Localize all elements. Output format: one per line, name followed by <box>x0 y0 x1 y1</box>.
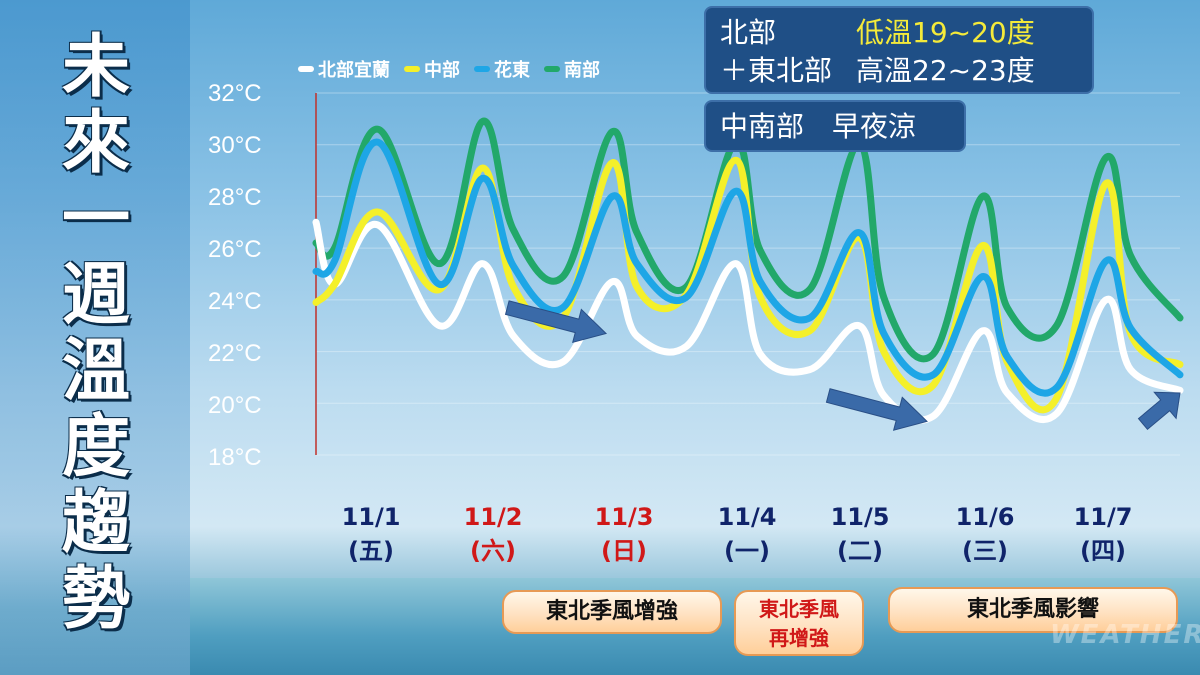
y-tick-label: 30°C <box>208 132 262 159</box>
x-label-date: 11/1 <box>341 503 401 531</box>
x-label-date: 11/6 <box>955 503 1015 531</box>
northeast-row: ＋東北部 高溫22~23度 <box>720 52 1078 90</box>
y-tick-label: 20°C <box>208 392 262 419</box>
y-tick-label: 32°C <box>208 80 262 107</box>
x-label-weekday: (六) <box>470 537 516 565</box>
x-label-date: 11/3 <box>594 503 654 531</box>
note-line: 東北季風 <box>759 597 839 621</box>
x-label-11-7: 11/7 (四) <box>1058 500 1148 568</box>
low-temp-text: 低溫19~20度 <box>856 16 1035 49</box>
legend-item: 花東 <box>474 56 530 82</box>
central-south-label: 中南部 <box>720 110 805 143</box>
note-line: 再增強 <box>769 626 829 650</box>
north-row: 北部 低溫19~20度 <box>720 14 1078 52</box>
x-label-weekday: (二) <box>837 537 883 565</box>
title-char: 勢 <box>61 560 130 639</box>
title-char: 溫 <box>61 332 130 411</box>
x-label-date: 11/5 <box>830 503 890 531</box>
legend-label: 北部宜蘭 <box>318 60 390 81</box>
legend-label: 南部 <box>564 60 600 81</box>
x-label-weekday: (日) <box>601 537 647 565</box>
central-south-box: 中南部 早夜涼 <box>704 100 966 152</box>
legend-swatch <box>298 66 314 72</box>
x-label-weekday: (五) <box>348 537 394 565</box>
y-tick-label: 22°C <box>208 340 262 367</box>
title-char: 未 <box>61 28 130 107</box>
series-huadong-line <box>312 138 1184 397</box>
x-label-11-4: 11/4 (一) <box>702 500 792 568</box>
x-label-11-3: 11/3 (日) <box>579 500 669 568</box>
title-char: 一 <box>61 180 130 259</box>
legend-label: 花東 <box>494 60 530 81</box>
series-south-line <box>312 117 1184 363</box>
x-label-weekday: (四) <box>1080 537 1126 565</box>
legend-item: 南部 <box>544 56 600 82</box>
trend-arrow <box>1137 391 1181 431</box>
left-panel <box>0 0 190 675</box>
north-temperature-box: 北部 低溫19~20度 ＋東北部 高溫22~23度 <box>704 6 1094 94</box>
x-label-weekday: (三) <box>962 537 1008 565</box>
legend-swatch <box>404 66 420 72</box>
high-temp-text: 高溫22~23度 <box>856 54 1035 87</box>
title-char: 趨 <box>61 484 130 563</box>
note-monsoon-strengthening: 東北季風增強 <box>502 590 722 634</box>
y-tick-label: 26°C <box>208 236 262 263</box>
x-label-date: 11/4 <box>717 503 777 531</box>
legend-item: 中部 <box>404 56 460 82</box>
x-label-11-6: 11/6 (三) <box>940 500 1030 568</box>
y-tick-label: 24°C <box>208 288 262 315</box>
central-south-text: 早夜涼 <box>832 110 917 143</box>
note-monsoon-strengthening-again: 東北季風 再增強 <box>734 590 864 656</box>
vertical-title: 未 來 一 週 溫 度 趨 勢 <box>48 30 144 638</box>
x-label-11-5: 11/5 (二) <box>815 500 905 568</box>
y-tick-label: 18°C <box>208 444 262 471</box>
x-label-11-1: 11/1 (五) <box>326 500 416 568</box>
series-north-yilan-line <box>312 218 1184 424</box>
trend-arrow <box>825 388 928 431</box>
chart-legend: 北部宜蘭 中部 花東 南部 <box>298 56 600 82</box>
x-label-weekday: (一) <box>724 537 770 565</box>
northeast-label: ＋東北部 <box>720 54 833 87</box>
x-label-date: 11/2 <box>463 503 523 531</box>
legend-swatch <box>474 66 490 72</box>
title-char: 來 <box>61 104 130 183</box>
watermark: WEATHER <box>1050 620 1200 650</box>
legend-item: 北部宜蘭 <box>298 56 390 82</box>
title-char: 週 <box>61 256 130 335</box>
x-label-11-2: 11/2 (六) <box>448 500 538 568</box>
note-monsoon-influence: 東北季風影響 <box>888 587 1178 633</box>
x-label-date: 11/7 <box>1073 503 1133 531</box>
title-char: 度 <box>61 408 130 487</box>
legend-label: 中部 <box>424 60 460 81</box>
legend-swatch <box>544 66 560 72</box>
trend-arrow <box>504 300 608 344</box>
y-tick-label: 28°C <box>208 184 262 211</box>
north-label: 北部 <box>720 16 777 49</box>
